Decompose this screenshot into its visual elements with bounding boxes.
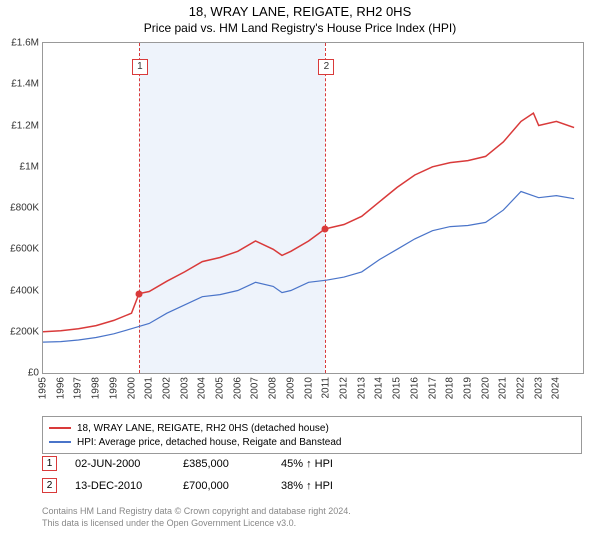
legend-row: HPI: Average price, detached house, Reig… [49, 435, 575, 449]
x-tick-label: 2021 [498, 377, 509, 399]
x-tick-label: 1997 [73, 377, 84, 399]
x-tick-label: 2004 [197, 377, 208, 399]
legend-label: 18, WRAY LANE, REIGATE, RH2 0HS (detache… [77, 423, 329, 434]
x-tick-label: 2002 [161, 377, 172, 399]
y-tick-label: £200K [10, 326, 39, 337]
x-tick-label: 2011 [321, 377, 332, 399]
y-tick-label: £600K [10, 244, 39, 255]
x-tick-label: 2017 [427, 377, 438, 399]
plot-svg [43, 43, 583, 373]
x-tick-label: 2009 [285, 377, 296, 399]
y-tick-label: £1.2M [11, 120, 39, 131]
sale-pct: 45% ↑ HPI [281, 458, 391, 470]
sale-index-badge: 2 [42, 478, 57, 493]
page-subtitle: Price paid vs. HM Land Registry's House … [0, 19, 600, 37]
x-tick-label: 2007 [250, 377, 261, 399]
x-tick-label: 2019 [462, 377, 473, 399]
x-tick-label: 1998 [91, 377, 102, 399]
x-tick-label: 2013 [356, 377, 367, 399]
legend-swatch [49, 427, 71, 429]
sale-pct: 38% ↑ HPI [281, 480, 391, 492]
legend-label: HPI: Average price, detached house, Reig… [77, 437, 341, 448]
sale-date: 13-DEC-2010 [75, 480, 165, 492]
legend-box: 18, WRAY LANE, REIGATE, RH2 0HS (detache… [42, 416, 582, 454]
sale-dot [322, 225, 329, 232]
footer-text: Contains HM Land Registry data © Crown c… [42, 506, 351, 529]
y-tick-label: £800K [10, 203, 39, 214]
legend-swatch [49, 441, 71, 443]
x-tick-label: 2008 [268, 377, 279, 399]
y-tick-label: £1.4M [11, 79, 39, 90]
y-tick-label: £1.6M [11, 38, 39, 49]
x-tick-label: 2005 [215, 377, 226, 399]
x-tick-label: 2006 [232, 377, 243, 399]
x-tick-label: 2022 [516, 377, 527, 399]
x-tick-label: 2020 [480, 377, 491, 399]
x-tick-label: 1996 [55, 377, 66, 399]
x-tick-label: 2003 [179, 377, 190, 399]
y-tick-label: £400K [10, 285, 39, 296]
y-tick-label: £1M [20, 161, 39, 172]
series-hpi [43, 192, 574, 343]
series-property [43, 113, 574, 332]
sale-row: 1 02-JUN-2000 £385,000 45% ↑ HPI [42, 456, 391, 471]
x-tick-label: 2000 [126, 377, 137, 399]
chart: £0£200K£400K£600K£800K£1M£1.2M£1.4M£1.6M… [42, 42, 584, 374]
sale-date: 02-JUN-2000 [75, 458, 165, 470]
x-tick-label: 2024 [551, 377, 562, 399]
x-tick-label: 2016 [409, 377, 420, 399]
sale-price: £385,000 [183, 458, 263, 470]
x-tick-label: 2010 [303, 377, 314, 399]
x-tick-label: 2012 [338, 377, 349, 399]
x-tick-label: 2018 [445, 377, 456, 399]
x-tick-label: 1999 [108, 377, 119, 399]
x-tick-label: 2001 [144, 377, 155, 399]
sale-price: £700,000 [183, 480, 263, 492]
sale-row: 2 13-DEC-2010 £700,000 38% ↑ HPI [42, 478, 391, 493]
legend-row: 18, WRAY LANE, REIGATE, RH2 0HS (detache… [49, 421, 575, 435]
x-tick-label: 2014 [374, 377, 385, 399]
footer-line: This data is licensed under the Open Gov… [42, 518, 351, 530]
x-tick-label: 2015 [392, 377, 403, 399]
x-tick-label: 2023 [533, 377, 544, 399]
sale-index-badge: 1 [42, 456, 57, 471]
page-title: 18, WRAY LANE, REIGATE, RH2 0HS [0, 0, 600, 19]
sale-dot [135, 290, 142, 297]
x-tick-label: 1995 [38, 377, 49, 399]
footer-line: Contains HM Land Registry data © Crown c… [42, 506, 351, 518]
